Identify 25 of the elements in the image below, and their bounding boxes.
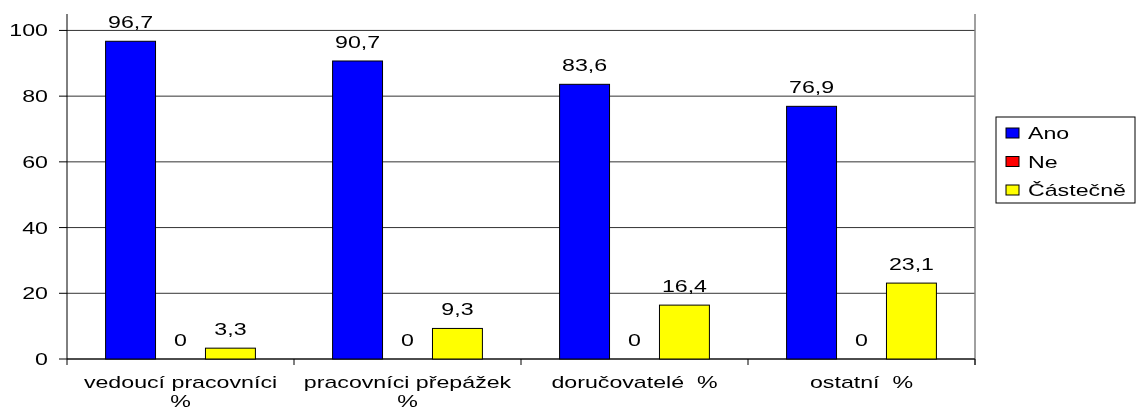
- data-label: 0: [174, 331, 187, 350]
- data-label: 0: [855, 331, 868, 350]
- x-tick-label: doručovatelé %: [551, 373, 718, 392]
- data-label: 76,9: [789, 78, 835, 97]
- y-tick-label: 80: [22, 87, 48, 106]
- data-label: 0: [628, 331, 641, 350]
- data-label: 0: [401, 331, 414, 350]
- data-label: 3,3: [214, 320, 247, 339]
- legend-label: Ano: [1028, 124, 1070, 143]
- y-tick-label: 100: [9, 21, 48, 40]
- y-tick-label: 40: [22, 219, 48, 237]
- x-tick-label: vedoucí pracovníci %: [83, 373, 278, 411]
- y-tick-label: 60: [22, 153, 48, 172]
- data-label: 96,7: [108, 13, 154, 32]
- x-tick-label: pracovníci přepážek %: [303, 373, 512, 411]
- legend-label: Částečně: [1028, 181, 1126, 200]
- data-label: 9,3: [441, 300, 474, 319]
- legend-label: Ne: [1028, 153, 1058, 171]
- x-tick-label: ostatní %: [809, 373, 914, 392]
- y-tick-label: 0: [35, 350, 48, 369]
- data-label: 83,6: [562, 56, 608, 75]
- data-label: 90,7: [335, 33, 381, 52]
- data-label: 23,1: [888, 255, 934, 274]
- data-label: 16,4: [661, 277, 707, 296]
- y-tick-label: 20: [22, 284, 48, 303]
